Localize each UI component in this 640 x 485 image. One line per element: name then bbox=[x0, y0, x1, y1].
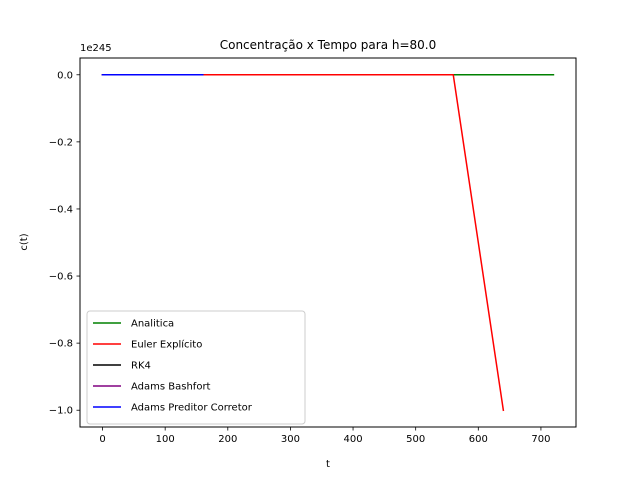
legend-label-1: Euler Explícito bbox=[131, 339, 202, 351]
legend: Analitica Euler Explícito RK4 Adams Bashfor… bbox=[86, 310, 306, 425]
x-axis-label: t bbox=[326, 459, 330, 470]
y-offset-label: 1e245 bbox=[80, 43, 112, 54]
x-tick-label: 100 bbox=[156, 434, 175, 445]
legend-label-4: Adams Preditor Corretor bbox=[131, 403, 253, 414]
y-tick-label: −0.2 bbox=[49, 137, 73, 148]
y-tick-label: −1.0 bbox=[49, 406, 73, 417]
x-tick-label: 400 bbox=[344, 434, 363, 445]
y-ticks: 0.0 −0.2 −0.4 −0.6 −0.8 −1.0 bbox=[49, 70, 80, 417]
x-tick-label: 300 bbox=[281, 434, 300, 445]
legend-label-2: RK4 bbox=[131, 361, 151, 372]
series-layer bbox=[101, 74, 555, 412]
plot-frame bbox=[79, 57, 577, 428]
x-ticks: 0 100 200 300 400 500 600 700 bbox=[99, 427, 550, 445]
y-tick-label: −0.8 bbox=[49, 339, 73, 350]
x-tick-label: 200 bbox=[218, 434, 237, 445]
chart-title: Concentração x Tempo para h=80.0 bbox=[220, 38, 437, 52]
legend-box bbox=[86, 310, 306, 425]
y-axis-label: c(t) bbox=[19, 233, 30, 250]
y-tick-label: −0.6 bbox=[49, 272, 73, 283]
x-tick-label: 600 bbox=[469, 434, 488, 445]
y-tick-label: 0.0 bbox=[57, 70, 73, 81]
legend-label-0: Analitica bbox=[131, 319, 174, 330]
x-tick-label: 0 bbox=[99, 434, 105, 445]
y-tick-label: −0.4 bbox=[49, 204, 73, 215]
x-tick-label: 500 bbox=[406, 434, 425, 445]
legend-label-3: Adams Bashfort bbox=[131, 382, 211, 393]
x-tick-label: 700 bbox=[531, 434, 550, 445]
